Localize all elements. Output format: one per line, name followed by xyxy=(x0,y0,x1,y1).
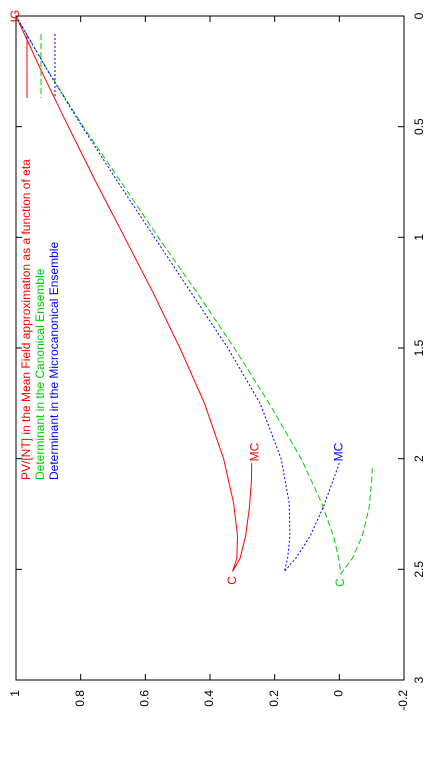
x-tick-label: 2 xyxy=(412,455,426,462)
annotation-label: MC xyxy=(247,442,261,461)
x-tick-label: 1 xyxy=(412,234,426,241)
series-line-1 xyxy=(15,15,253,572)
x-tick-label: 3 xyxy=(412,676,426,683)
x-tick-label: 0 xyxy=(412,12,426,19)
y-tick-label: 0.6 xyxy=(138,690,152,707)
y-tick-label: 0.8 xyxy=(73,690,87,707)
annotation-label: IG xyxy=(8,10,22,23)
legend-label-1: PV/[NT] in the Mean Field approximation … xyxy=(19,159,33,480)
y-tick-label: 0.4 xyxy=(202,690,216,707)
legend-label-3: Determinant in the Microcanonical Ensemb… xyxy=(47,242,61,480)
series-line-3 xyxy=(15,15,340,572)
y-tick-label: -0.2 xyxy=(396,690,410,711)
x-tick-label: 0.5 xyxy=(412,118,426,135)
annotation-label: C xyxy=(225,576,239,585)
annotation-label: MC xyxy=(332,442,346,461)
y-tick-label: 1 xyxy=(8,690,22,697)
x-tick-label: 2.5 xyxy=(412,561,426,578)
x-tick-label: 1.5 xyxy=(412,339,426,356)
annotation-label: C xyxy=(333,578,347,587)
series-line-2 xyxy=(15,15,373,576)
legend-label-2: Determinant in the Canonical Ensemble xyxy=(33,268,47,480)
y-tick-label: 0.2 xyxy=(267,690,281,707)
y-tick-label: 0 xyxy=(332,690,346,697)
